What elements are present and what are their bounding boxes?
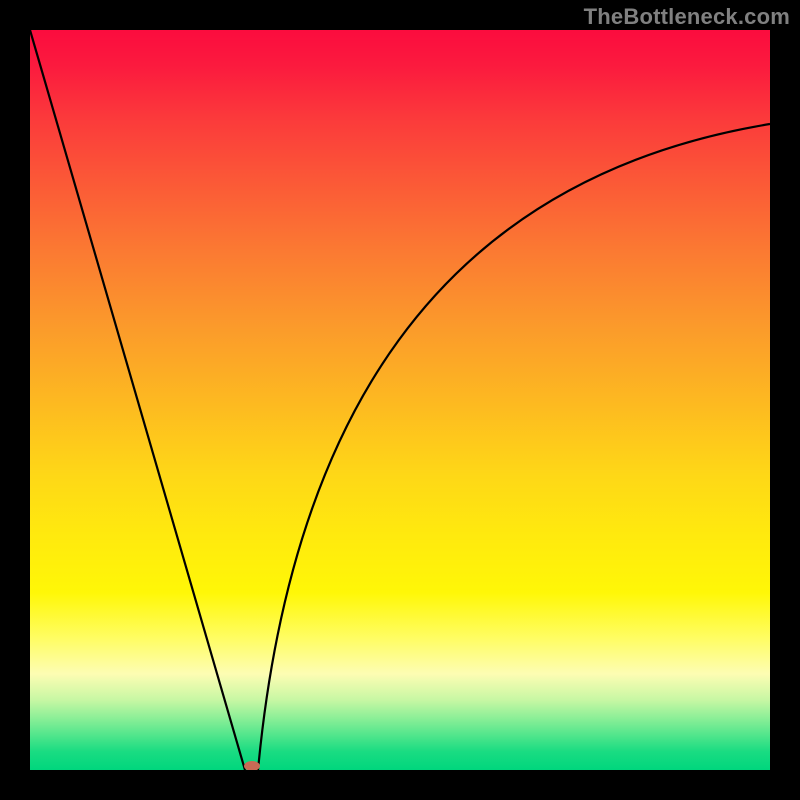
minimum-marker <box>244 761 260 771</box>
watermark-text: TheBottleneck.com <box>584 4 790 30</box>
bottleneck-chart <box>0 0 800 800</box>
plot-background-gradient <box>30 30 770 770</box>
chart-container: TheBottleneck.com <box>0 0 800 800</box>
